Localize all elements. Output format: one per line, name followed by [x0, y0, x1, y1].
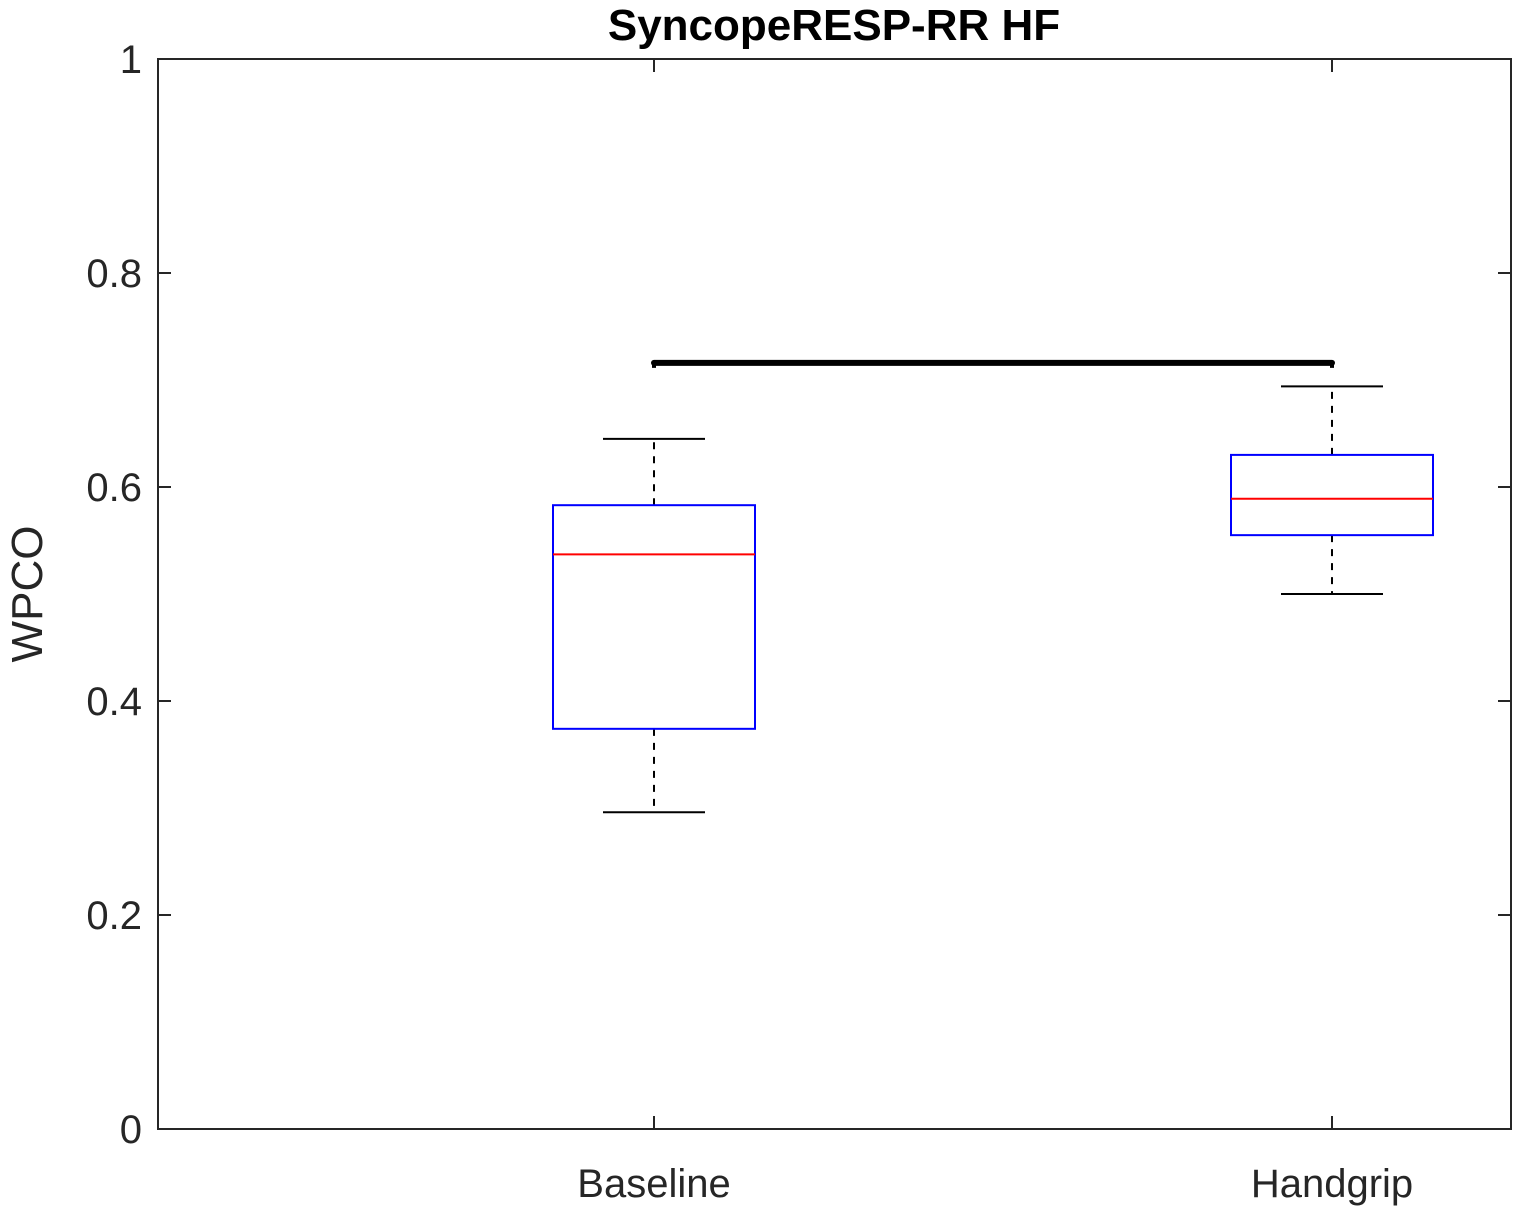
- y-axis-label: WPCO: [3, 526, 52, 663]
- boxplot-baseline: [552, 437, 756, 814]
- axis-ticks: 0 0.2 0.4 0.6 0.8 1 Baseline Handgrip: [86, 38, 1511, 1206]
- y-tick-label: 0.8: [86, 252, 142, 296]
- chart-title: SyncopeRESP-RR HF: [608, 1, 1060, 50]
- x-tick-label: Handgrip: [1251, 1162, 1413, 1206]
- x-tick-label: Baseline: [577, 1162, 730, 1206]
- y-tick-label: 0.2: [86, 894, 142, 938]
- iqr-box: [552, 504, 756, 730]
- plot-area-frame: [157, 58, 1512, 1130]
- significance-bar-group: [651, 359, 1335, 368]
- y-tick-label: 0: [120, 1108, 142, 1152]
- y-tick-label: 1: [120, 38, 142, 82]
- y-tick-label: 0.4: [86, 680, 142, 724]
- boxplot-handgrip: [1230, 385, 1434, 595]
- y-tick-label: 0.6: [86, 466, 142, 510]
- iqr-box: [1230, 453, 1434, 537]
- boxplots: [552, 385, 1434, 814]
